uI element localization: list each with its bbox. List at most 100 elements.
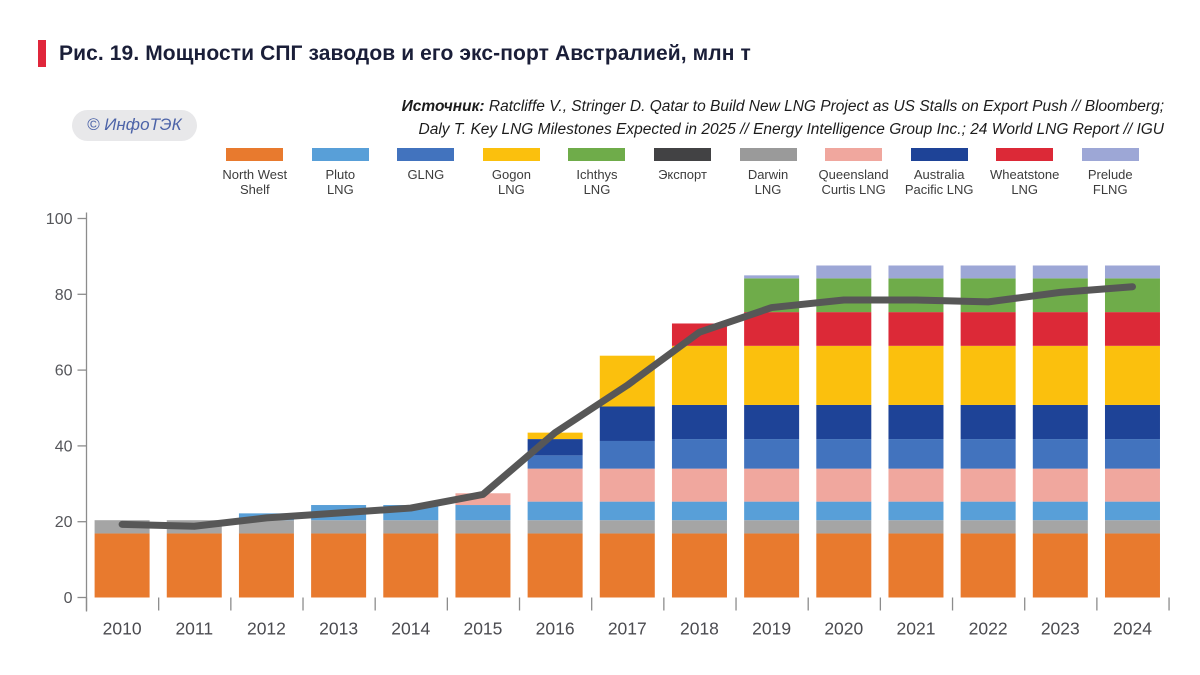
bar-segment-queensland-curtis-lng-2015	[455, 493, 511, 506]
bar-segment-pluto-lng-2023	[1032, 501, 1088, 521]
bar-segment-australia-pacific-lng-2019	[744, 404, 800, 440]
bar-segment-north-west-shelf-2024	[1104, 533, 1160, 598]
legend-label-9: Wheatstone LNG	[990, 167, 1060, 197]
source-line-2: Daly T. Key LNG Milestones Expected in 2…	[418, 121, 1165, 138]
legend-label-5: Экспорт	[658, 167, 707, 182]
bar-segment-gogon-lng-2022	[960, 345, 1016, 405]
page-title: Рис. 19. Мощности СПГ заводов и его экс-…	[59, 41, 751, 65]
bar-segment-gogon-lng-2021	[888, 345, 944, 405]
bar-segment-north-west-shelf-2011	[166, 533, 222, 598]
bar-segment-north-west-shelf-2023	[1032, 533, 1088, 598]
bar-segment-north-west-shelf-2014	[383, 533, 439, 598]
x-label-2023: 2023	[1041, 619, 1080, 639]
legend-swatch-0	[226, 148, 284, 161]
bar-segment-glng-2016	[527, 455, 583, 469]
bar-segment-glng-2020	[816, 439, 872, 469]
chart-header: Рис. 19. Мощности СПГ заводов и его экс-…	[38, 40, 751, 67]
source-line-1: Источник: Ratcliffe V., Stringer D. Qata…	[401, 98, 1164, 115]
source-note: Источник: Ratcliffe V., Stringer D. Qata…	[402, 95, 1164, 141]
x-label-2019: 2019	[752, 619, 791, 639]
x-label-2016: 2016	[536, 619, 575, 639]
legend-item-4: Ichthys LNG	[554, 148, 640, 197]
bar-segment-glng-2021	[888, 439, 944, 469]
bar-segment-australia-pacific-lng-2021	[888, 404, 944, 440]
bar-segment-pluto-lng-2015	[455, 505, 511, 521]
legend-item-2: GLNG	[383, 148, 469, 197]
bar-segment-wheatstone-lng-2020	[816, 312, 872, 346]
x-label-2011: 2011	[175, 619, 213, 639]
x-label-2021: 2021	[897, 619, 936, 639]
bar-segment-wheatstone-lng-2022	[960, 312, 1016, 346]
bar-segment-darwin-lng-2023	[1032, 520, 1088, 534]
bar-segment-darwin-lng-2019	[744, 520, 800, 534]
legend-swatch-9	[996, 148, 1054, 161]
bar-segment-darwin-lng-2018	[671, 520, 727, 534]
bar-segment-queensland-curtis-lng-2018	[671, 468, 727, 502]
bar-segment-north-west-shelf-2022	[960, 533, 1016, 598]
bar-segment-north-west-shelf-2010	[94, 533, 150, 598]
legend-label-6: Darwin LNG	[747, 167, 789, 197]
legend-swatch-8	[910, 148, 968, 161]
x-label-2022: 2022	[969, 619, 1008, 639]
legend-swatch-3	[482, 148, 540, 161]
bar-segment-darwin-lng-2021	[888, 520, 944, 534]
legend-swatch-2	[397, 148, 455, 161]
x-label-2020: 2020	[824, 619, 863, 639]
bar-segment-wheatstone-lng-2019	[744, 312, 800, 346]
x-label-2012: 2012	[247, 619, 286, 639]
bar-segment-glng-2019	[744, 439, 800, 469]
legend-item-9: Wheatstone LNG	[982, 148, 1068, 197]
export-line	[118, 283, 1136, 530]
bar-segment-australia-pacific-lng-2017	[599, 406, 655, 441]
bar-segment-queensland-curtis-lng-2019	[744, 468, 800, 502]
bar-segment-prelude-flng-2022	[960, 265, 1016, 279]
bar-segment-gogon-lng-2020	[816, 345, 872, 405]
bar-segment-north-west-shelf-2012	[238, 533, 294, 598]
bar-segment-wheatstone-lng-2021	[888, 312, 944, 346]
bar-segment-glng-2024	[1104, 439, 1160, 469]
bar-segment-north-west-shelf-2013	[311, 533, 367, 598]
legend-swatch-5	[654, 148, 711, 161]
bar-segment-queensland-curtis-lng-2020	[816, 468, 872, 502]
bar-segment-queensland-curtis-lng-2022	[960, 468, 1016, 502]
y-tick-label-100: 100	[46, 211, 73, 228]
bar-segment-gogon-lng-2023	[1032, 345, 1088, 405]
y-tick-label-40: 40	[55, 438, 73, 455]
bar-segment-wheatstone-lng-2023	[1032, 312, 1088, 346]
bar-segment-glng-2017	[599, 440, 655, 469]
legend-item-5: Экспорт	[640, 148, 726, 197]
source-label: Источник:	[401, 98, 485, 115]
bar-segment-ichthys-lng-2020	[816, 278, 872, 313]
x-label-2013: 2013	[319, 619, 358, 639]
y-tick-label-0: 0	[64, 590, 73, 607]
x-label-2024: 2024	[1113, 619, 1152, 639]
bar-segment-australia-pacific-lng-2022	[960, 404, 1016, 440]
x-label-2014: 2014	[391, 619, 430, 639]
bar-segment-glng-2023	[1032, 439, 1088, 469]
bar-segment-queensland-curtis-lng-2023	[1032, 468, 1088, 502]
legend-swatch-7	[825, 148, 883, 161]
bar-segment-pluto-lng-2016	[527, 501, 583, 521]
bar-segment-darwin-lng-2016	[527, 520, 583, 534]
bar-segment-darwin-lng-2015	[455, 520, 511, 534]
bar-segment-gogon-lng-2018	[671, 345, 727, 405]
bar-segment-queensland-curtis-lng-2017	[599, 468, 655, 502]
legend-item-6: Darwin LNG	[725, 148, 811, 197]
y-tick-label-60: 60	[55, 363, 73, 380]
bar-segment-pluto-lng-2018	[671, 501, 727, 521]
bar-segment-north-west-shelf-2015	[455, 533, 511, 598]
bar-segment-north-west-shelf-2021	[888, 533, 944, 598]
legend-label-4: Ichthys LNG	[576, 167, 618, 197]
legend-label-1: Pluto LNG	[325, 167, 356, 197]
y-tick-label-80: 80	[55, 287, 73, 304]
bar-segment-queensland-curtis-lng-2021	[888, 468, 944, 502]
bar-segment-glng-2018	[671, 439, 727, 469]
legend-swatch-10	[1081, 148, 1139, 161]
bar-segment-pluto-lng-2019	[744, 501, 800, 521]
bar-segment-pluto-lng-2020	[816, 501, 872, 521]
bar-segment-gogon-lng-2019	[744, 345, 800, 405]
bar-segment-glng-2022	[960, 439, 1016, 469]
bar-segment-gogon-lng-2024	[1104, 345, 1160, 405]
bar-segment-darwin-lng-2014	[383, 520, 439, 534]
